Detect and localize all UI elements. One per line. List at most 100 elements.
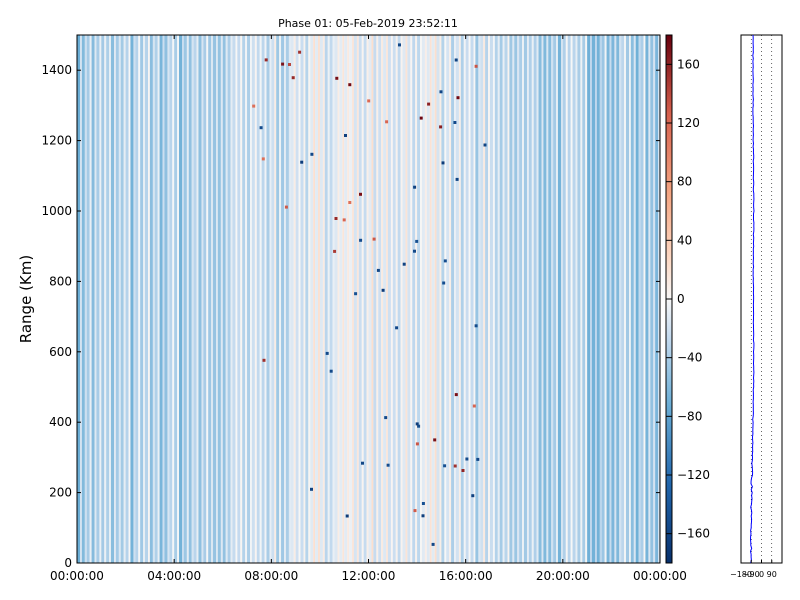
- heatmap-column: [174, 35, 178, 563]
- heatmap-outlier: [281, 62, 285, 66]
- heatmap-column-gap: [109, 35, 112, 563]
- heatmap-column-gap: [152, 35, 155, 563]
- heatmap-column-gap: [410, 35, 413, 563]
- heatmap-column: [285, 35, 289, 563]
- heatmap-column: [256, 35, 260, 563]
- heatmap-column-gap: [371, 35, 374, 563]
- heatmap-column: [412, 35, 416, 563]
- heatmap-column-gap: [570, 35, 573, 563]
- heatmap-column-gap: [575, 35, 578, 563]
- heatmap-column-gap: [502, 35, 505, 563]
- heatmap-column-gap: [366, 35, 369, 563]
- heatmap-column: [247, 35, 251, 563]
- heatmap-column-gap: [604, 35, 607, 563]
- heatmap-column: [596, 35, 600, 563]
- heatmap-column: [154, 35, 158, 563]
- heatmap-column-gap: [619, 35, 622, 563]
- profile-gridlines: [740, 35, 773, 563]
- heatmap-column: [125, 35, 129, 563]
- heatmap-column-gap: [288, 35, 291, 563]
- heatmap-column-gap: [80, 35, 82, 563]
- heatmap-column: [548, 35, 552, 563]
- colorbar-tick-label: −80: [677, 409, 702, 423]
- heatmap-column-gap: [143, 35, 146, 563]
- profile-x-tick-label: 90: [767, 570, 777, 579]
- heatmap-column-gap: [332, 35, 335, 563]
- heatmap-column: [169, 35, 173, 563]
- heatmap-outlier: [402, 262, 406, 266]
- heatmap-outlier: [441, 161, 445, 165]
- y-tick-label: 600: [49, 345, 72, 359]
- heatmap-column-gap: [361, 35, 364, 563]
- heatmap-column: [417, 35, 421, 563]
- heatmap-column-gap: [94, 35, 97, 563]
- heatmap-column-gap: [225, 35, 228, 563]
- heatmap-column-gap: [186, 35, 189, 563]
- heatmap-column-gap: [478, 35, 481, 563]
- heatmap-outlier: [345, 514, 349, 518]
- heatmap-column-gap: [206, 35, 209, 563]
- heatmap-column: [213, 35, 217, 563]
- heatmap-column-gap: [590, 35, 592, 563]
- heatmap-column: [630, 35, 634, 563]
- heatmap-column: [120, 35, 124, 563]
- heatmap-column: [81, 35, 85, 563]
- heatmap-column: [159, 35, 163, 563]
- x-tick-label: 00:00:00: [50, 569, 104, 583]
- heatmap-column: [339, 35, 343, 563]
- heatmap-column: [514, 35, 518, 563]
- profile-x-tick-label: −90: [743, 570, 760, 579]
- heatmap-column-gap: [653, 35, 656, 563]
- heatmap-outlier: [413, 249, 416, 253]
- heatmap-outlier: [284, 205, 288, 209]
- heatmap-column-gap: [429, 35, 432, 563]
- heatmap-column: [606, 35, 610, 563]
- heatmap-outlier: [261, 157, 265, 161]
- heatmap-outlier: [333, 249, 337, 253]
- heatmap-column: [635, 35, 639, 563]
- heatmap-column: [266, 35, 270, 563]
- heatmap-column: [446, 35, 450, 563]
- heatmap-outlier: [259, 126, 263, 130]
- heatmap-column: [295, 35, 299, 563]
- heatmap-column-gap: [585, 35, 588, 563]
- heatmap-column: [106, 35, 110, 563]
- heatmap-column: [553, 35, 557, 563]
- heatmap-column: [577, 35, 581, 563]
- heatmap-column-gap: [473, 35, 476, 563]
- heatmap-outlier: [300, 160, 304, 164]
- heatmap-column-gap: [240, 35, 243, 563]
- heatmap-column-gap: [638, 35, 641, 563]
- heatmap-outlier: [354, 292, 358, 296]
- heatmap-column-gap: [629, 35, 631, 563]
- heatmap-column: [528, 35, 532, 563]
- heatmap-column-gap: [424, 35, 427, 563]
- heatmap-column: [344, 35, 348, 563]
- heatmap-column-gap: [303, 35, 306, 563]
- heatmap-column-gap: [254, 35, 257, 563]
- heatmap-column-gap: [347, 35, 350, 563]
- heatmap-outlier: [385, 120, 389, 124]
- x-tick-label: 04:00:00: [147, 569, 201, 583]
- heatmap-outlier: [310, 487, 313, 491]
- heatmap-outlier: [476, 457, 480, 461]
- heatmap-column-gap: [483, 35, 486, 563]
- heatmap-column-gap: [89, 35, 92, 563]
- heatmap-outlier: [465, 457, 469, 461]
- heatmap-column: [373, 35, 377, 563]
- heatmap-column: [232, 35, 236, 563]
- heatmap-column: [164, 35, 168, 563]
- heatmap-column-gap: [488, 35, 490, 563]
- heatmap-column-gap: [133, 35, 136, 563]
- heatmap-column: [271, 35, 275, 563]
- heatmap-outlier: [439, 125, 443, 129]
- heatmap-column: [485, 35, 489, 563]
- heatmap-column-gap: [556, 35, 558, 563]
- heatmap-column-gap: [148, 35, 150, 563]
- heatmap-column: [217, 35, 221, 563]
- heatmap-outlier: [262, 358, 266, 362]
- heatmap-column-gap: [128, 35, 131, 563]
- heatmap-column: [431, 35, 435, 563]
- heatmap-column: [436, 35, 440, 563]
- x-tick-label: 20:00:00: [536, 569, 590, 583]
